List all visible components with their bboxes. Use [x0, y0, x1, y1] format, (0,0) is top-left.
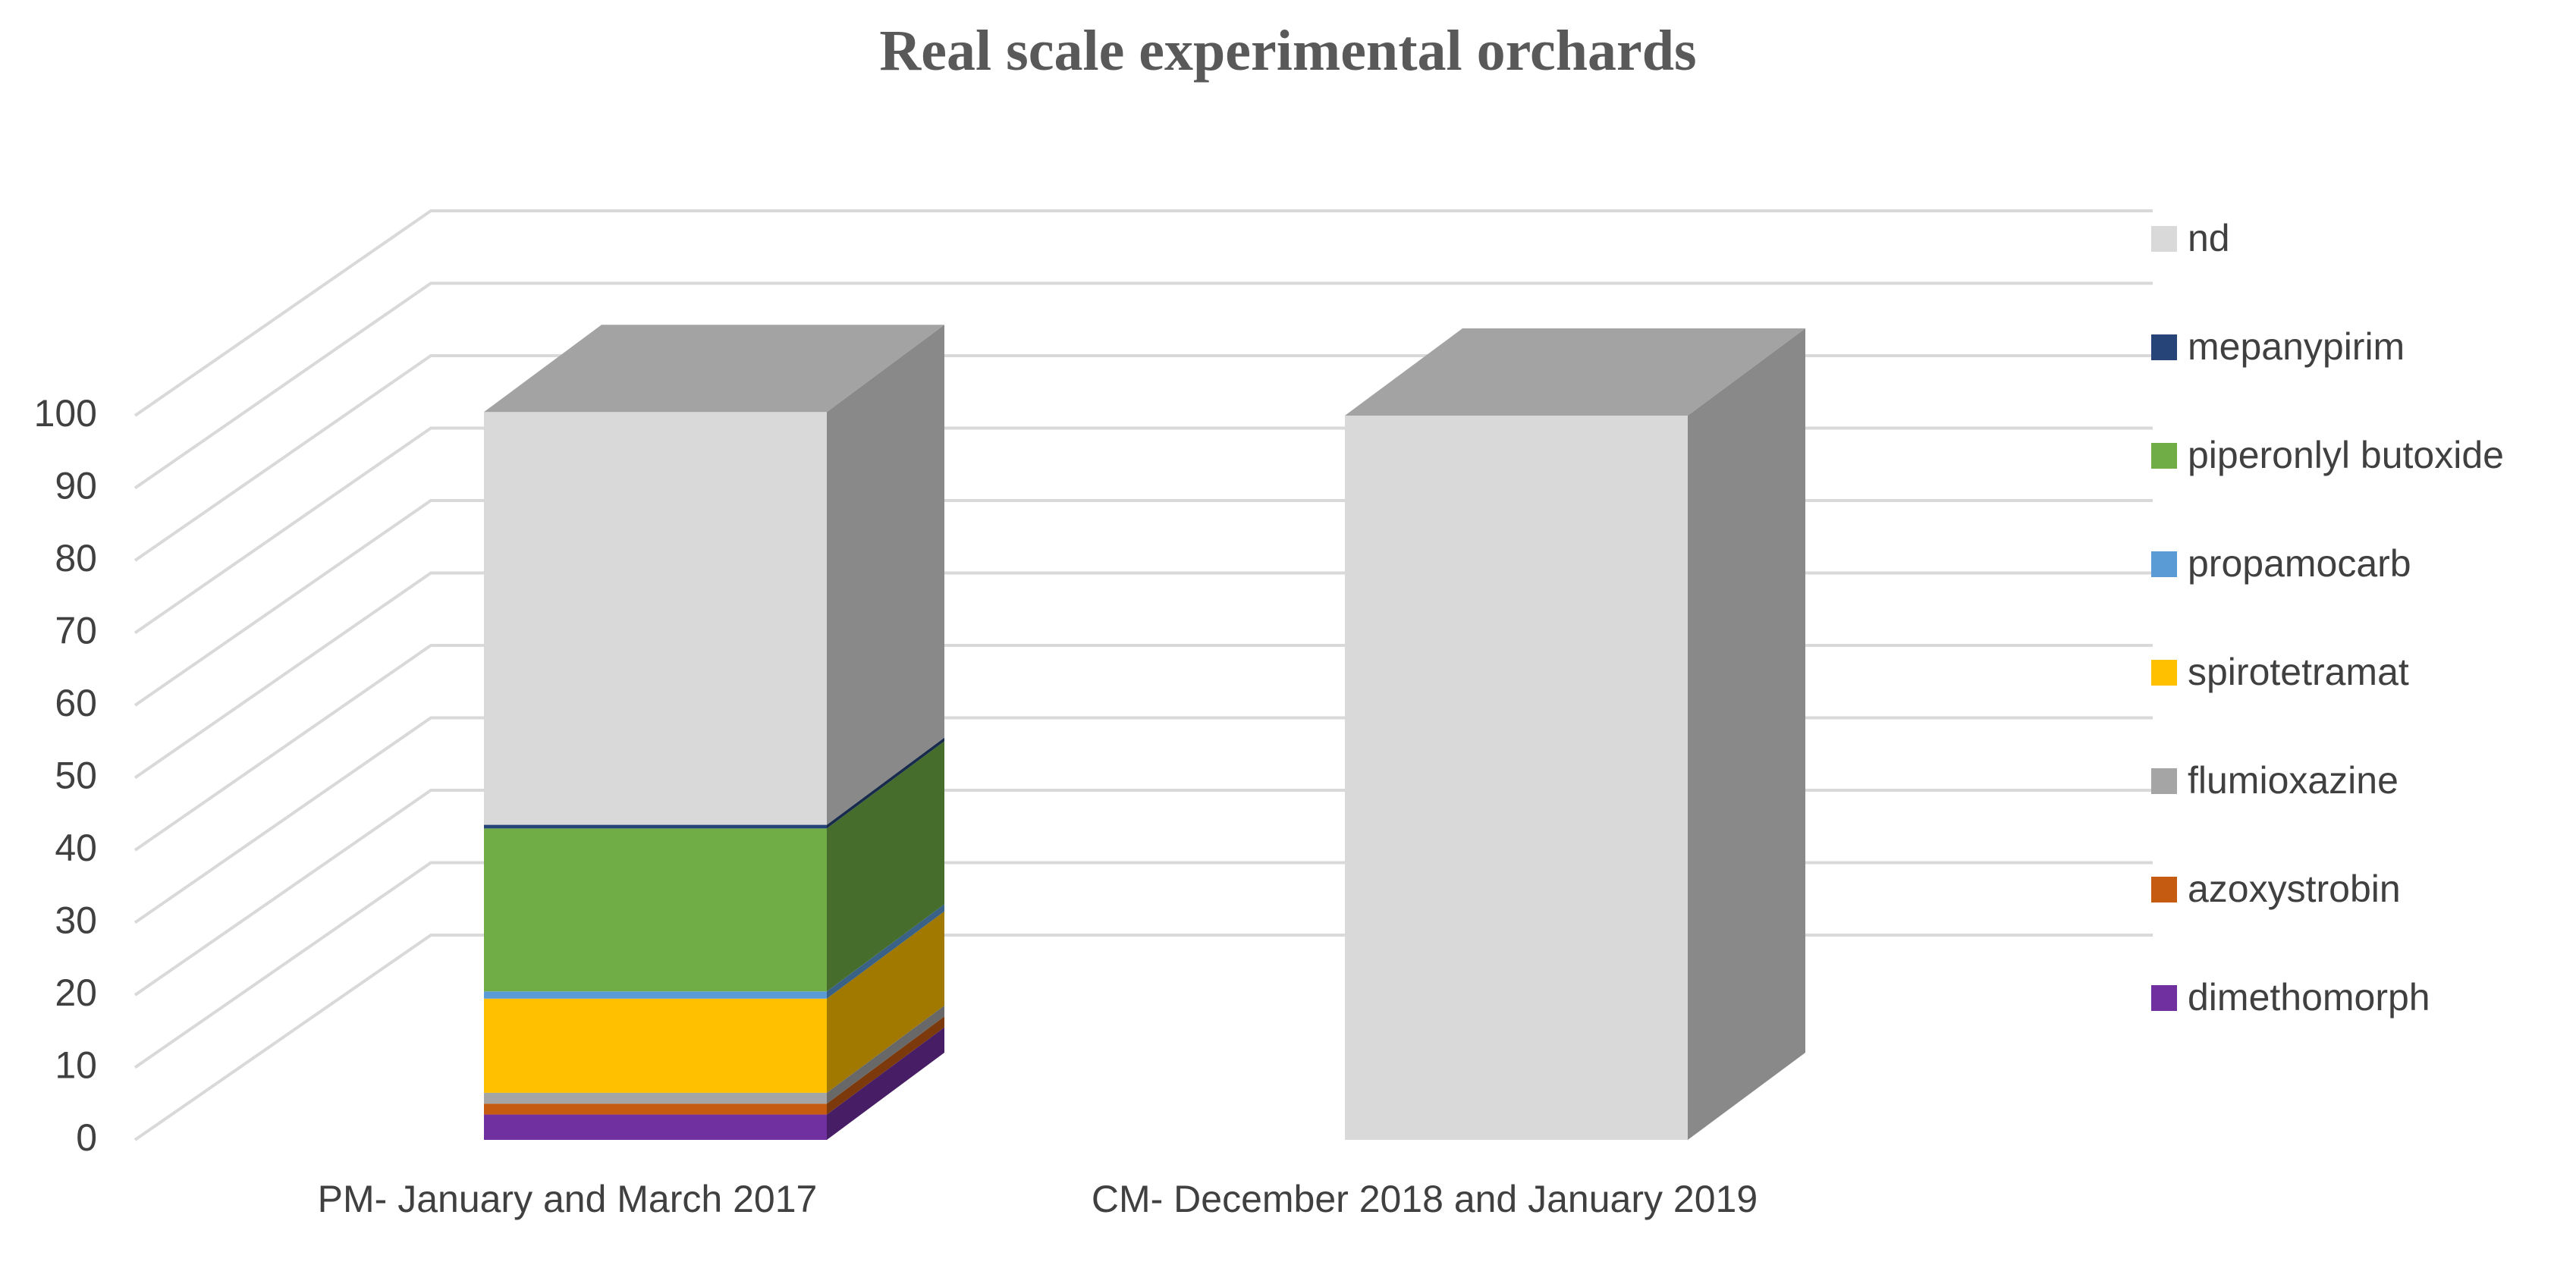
- gridline-100: [134, 209, 2153, 417]
- bar-nd-front: [484, 412, 827, 825]
- bar-flumioxazine-side: [827, 1005, 944, 1104]
- y-tick-label: 80: [55, 537, 97, 579]
- legend-label: flumioxazine: [2188, 759, 2399, 802]
- bar-propamocarb-front: [484, 991, 827, 999]
- legend-swatch: [2151, 334, 2177, 360]
- bar-nd-top: [484, 325, 944, 413]
- legend-item-azoxystrobin: azoxystrobin: [2151, 868, 2401, 910]
- category-label: CM- December 2018 and January 2019: [1092, 1178, 1758, 1220]
- y-tick-label: 0: [76, 1116, 97, 1159]
- bar-dimethomorph-side: [827, 1027, 944, 1140]
- legend-item-nd: nd: [2151, 217, 2230, 259]
- legend-item-mepanypirim: mepanypirim: [2151, 325, 2405, 368]
- legend-swatch: [2151, 443, 2177, 469]
- bar-piperonlyl-butoxide-front: [484, 828, 827, 992]
- bar-nd-front: [1345, 416, 1688, 1140]
- legend-label: nd: [2188, 217, 2230, 259]
- legend-label: dimethomorph: [2188, 976, 2430, 1019]
- y-tick-label: 20: [55, 972, 97, 1014]
- bar-flumioxazine-front: [484, 1092, 827, 1104]
- bar-nd-side: [827, 325, 944, 825]
- bar-azoxystrobin-front: [484, 1103, 827, 1115]
- legend-swatch: [2151, 985, 2177, 1011]
- gridline-30: [134, 716, 2153, 924]
- y-tick-label: 60: [55, 682, 97, 724]
- gridline-60: [134, 499, 2153, 707]
- y-tick-label: 70: [55, 610, 97, 652]
- legend-label: spirotetramat: [2188, 651, 2409, 693]
- legend-label: azoxystrobin: [2188, 868, 2401, 910]
- bar-propamocarb-side: [827, 904, 944, 999]
- legend: nd mepanypirim piperonlyl butoxide propamoc…: [2151, 217, 2504, 1019]
- gridline-10: [134, 861, 2153, 1069]
- y-tick-label: 10: [55, 1044, 97, 1087]
- legend-label: propamocarb: [2188, 542, 2411, 585]
- legend-item-flumioxazine: flumioxazine: [2151, 759, 2399, 802]
- chart-title: Real scale experimental orchards: [879, 19, 1696, 83]
- legend-swatch: [2151, 877, 2177, 902]
- bar-nd-side: [1688, 328, 1805, 1140]
- y-tick-label: 50: [55, 755, 97, 797]
- y-axis-ticks: 0 10 20 30 40 50 60 70 80 90 100: [34, 392, 97, 1159]
- gridline-40: [134, 644, 2153, 852]
- bar-spirotetramat-side: [827, 911, 944, 1093]
- legend-label: mepanypirim: [2188, 325, 2405, 368]
- bar-spirotetramat-front: [484, 998, 827, 1093]
- gridline-90: [134, 281, 2153, 490]
- legend-swatch: [2151, 660, 2177, 686]
- bar-nd-top: [1345, 328, 1805, 416]
- y-tick-label: 90: [55, 465, 97, 507]
- gridline-80: [134, 354, 2153, 562]
- legend-item-piperonlyl-butoxide: piperonlyl butoxide: [2151, 434, 2504, 476]
- legend-label: piperonlyl butoxide: [2188, 434, 2504, 476]
- legend-swatch: [2151, 551, 2177, 577]
- x-axis-categories: PM- January and March 2017 CM- December 2…: [318, 1178, 1758, 1220]
- bar-azoxystrobin-side: [827, 1016, 944, 1115]
- y-tick-label: 100: [34, 392, 97, 435]
- bar-dimethomorph-front: [484, 1114, 827, 1140]
- gridlines: [134, 209, 2153, 1141]
- legend-swatch: [2151, 768, 2177, 794]
- bar-mepanypirim-front: [484, 824, 827, 829]
- category-label: PM- January and March 2017: [318, 1178, 818, 1220]
- y-tick-label: 30: [55, 899, 97, 942]
- legend-item-spirotetramat: spirotetramat: [2151, 651, 2409, 693]
- gridline-70: [134, 426, 2153, 635]
- legend-item-propamocarb: propamocarb: [2151, 542, 2411, 585]
- y-tick-label: 40: [55, 827, 97, 869]
- gridline-20: [134, 789, 2153, 997]
- legend-item-dimethomorph: dimethomorph: [2151, 976, 2430, 1019]
- bar-piperonlyl-butoxide-side: [827, 741, 944, 992]
- bars: [484, 325, 1805, 1140]
- gridline-50: [134, 571, 2153, 780]
- gridline-0: [134, 934, 2153, 1141]
- legend-swatch: [2151, 226, 2177, 252]
- bar-mepanypirim-side: [827, 737, 944, 829]
